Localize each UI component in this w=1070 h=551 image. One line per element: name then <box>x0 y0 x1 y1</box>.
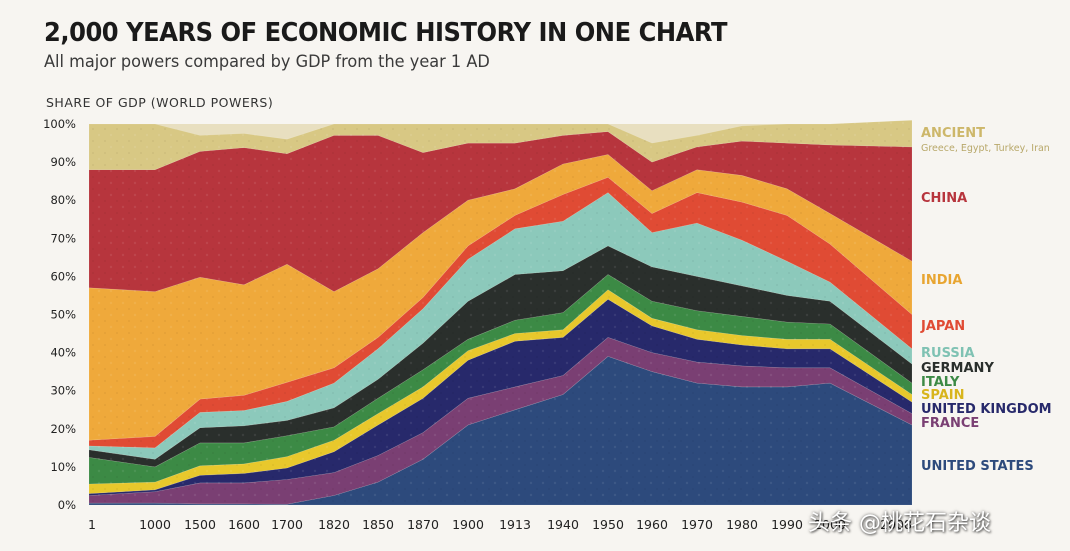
legend-entry-italy: ITALY <box>921 375 960 390</box>
watermark: 头条 @桃花石杂谈 <box>808 511 991 536</box>
y-tick-label: 100% <box>43 117 76 131</box>
x-tick-label: 1980 <box>726 517 758 532</box>
x-tick-label: 1990 <box>771 517 803 532</box>
legend: ANCIENT Greece, Egypt, Turkey, Iran CHINA I… <box>920 126 1052 474</box>
y-tick-label: 60% <box>50 269 76 283</box>
legend-entry-japan: JAPAN <box>920 319 965 334</box>
x-tick-label: 1600 <box>228 517 260 532</box>
y-tick-label: 20% <box>50 422 76 436</box>
x-tick-label: 1000 <box>139 517 171 532</box>
x-tick-label: 1850 <box>362 517 394 532</box>
x-tick-label: 1940 <box>547 517 579 532</box>
area-layers <box>88 119 913 506</box>
legend-entry-russia: RUSSIA <box>921 346 975 361</box>
y-tick-label: 90% <box>50 155 76 169</box>
x-tick-label: 1913 <box>499 517 531 532</box>
x-tick-label: 1700 <box>271 517 303 532</box>
legend-entry-india: INDIA <box>921 273 962 288</box>
legend-entry-ancient: ANCIENT <box>921 126 985 141</box>
x-tick-label: 1500 <box>184 517 216 532</box>
y-tick-label: 10% <box>50 460 76 474</box>
legend-entry-united-states: UNITED STATES <box>921 459 1034 474</box>
legend-entry-united-kingdom: UNITED KINGDOM <box>921 402 1052 417</box>
y-tick-label: 40% <box>50 346 76 360</box>
x-tick-label: 1 <box>88 517 96 532</box>
legend-entry-china: CHINA <box>921 191 967 206</box>
y-tick-label: 80% <box>50 193 76 207</box>
x-tick-label: 1950 <box>592 517 624 532</box>
y-tick-label: 70% <box>50 231 76 245</box>
y-tick-label: 0% <box>58 498 76 512</box>
x-tick-label: 1870 <box>407 517 439 532</box>
legend-entry-france: FRANCE <box>921 416 979 431</box>
chart-subtitle: All major powers compared by GDP from th… <box>44 52 490 72</box>
legend-entry-germany: GERMANY <box>921 361 994 376</box>
x-tick-label: 1970 <box>681 517 713 532</box>
x-tick-label: 1900 <box>452 517 484 532</box>
y-axis-label: SHARE OF GDP (WORLD POWERS) <box>46 95 274 110</box>
legend-note: Greece, Egypt, Turkey, Iran <box>921 143 1050 154</box>
x-tick-label: 2008 <box>880 517 912 532</box>
y-axis-ticks: 0% 10% 20% 30% 40% 50% 60% 70% 80% 90% 100% <box>43 117 76 512</box>
y-tick-label: 50% <box>50 308 76 322</box>
x-tick-label: 1960 <box>636 517 668 532</box>
chart-title: 2,000 YEARS OF ECONOMIC HISTORY IN ONE C… <box>44 18 727 48</box>
x-tick-label: 2000 <box>814 517 846 532</box>
y-tick-label: 30% <box>50 384 76 398</box>
x-axis-ticks: 1 1000 1500 1600 1700 1820 1850 1870 1900 1913 194… <box>88 517 912 532</box>
x-tick-label: 1820 <box>318 517 350 532</box>
legend-entry-spain: SPAIN <box>921 388 964 403</box>
